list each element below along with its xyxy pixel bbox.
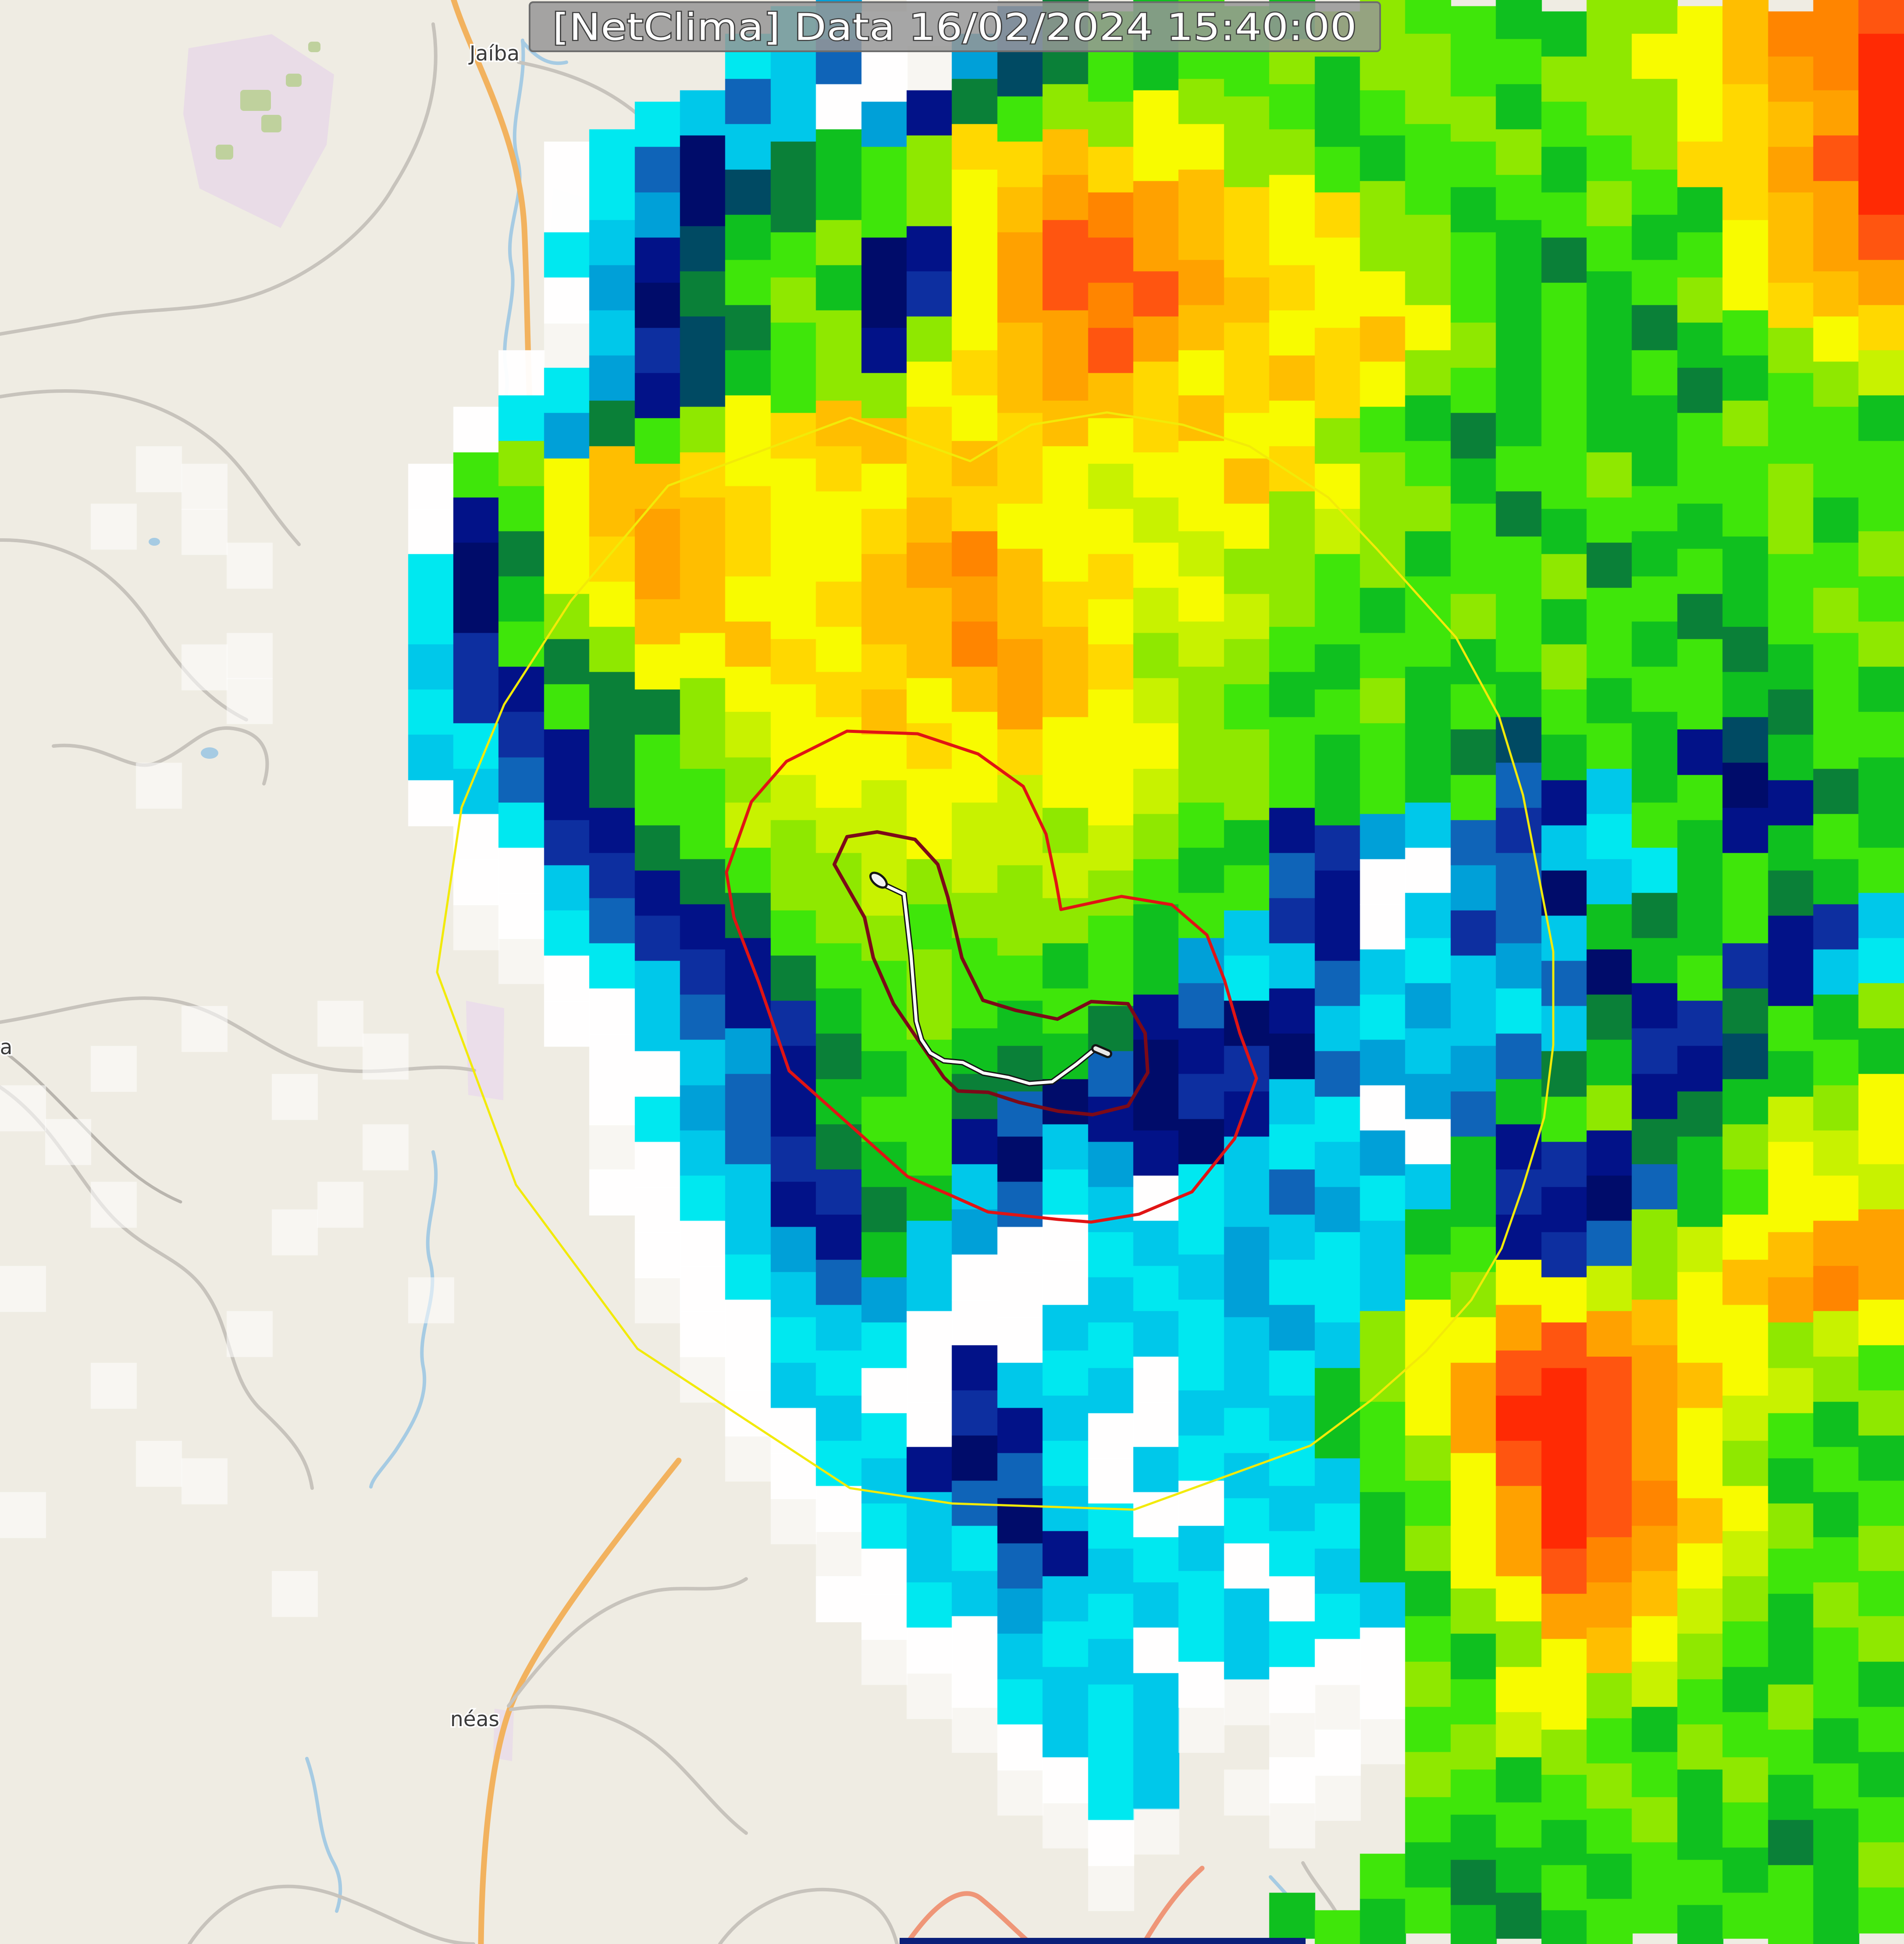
- place-label-partial-a: a: [0, 1035, 12, 1059]
- timestamp-banner-text: [NetClima] Data 16/02/2024 15:40:00: [553, 6, 1357, 49]
- place-label-neas: néas: [450, 1707, 499, 1731]
- storm-track-line: [885, 884, 1109, 1085]
- bottom-edge-radar-strip: [900, 1938, 1306, 1944]
- storm-track-casing: [884, 883, 1109, 1087]
- yellow-range-contour: [436, 411, 1555, 1511]
- timestamp-banner: [NetClima] Data 16/02/2024 15:40:00: [529, 1, 1381, 52]
- place-label-jaiba: Jaíba: [468, 42, 520, 66]
- place-labels: Jaíba néas a: [0, 40, 521, 1733]
- track-end-arrow: [1093, 1046, 1110, 1056]
- track-start-marker: [869, 871, 888, 889]
- storm-track: [869, 871, 1112, 1087]
- timestamp-banner-background: [529, 1, 1381, 52]
- red-storm-contour: [725, 729, 1258, 1224]
- maroon-storm-core-contour: [833, 830, 1150, 1116]
